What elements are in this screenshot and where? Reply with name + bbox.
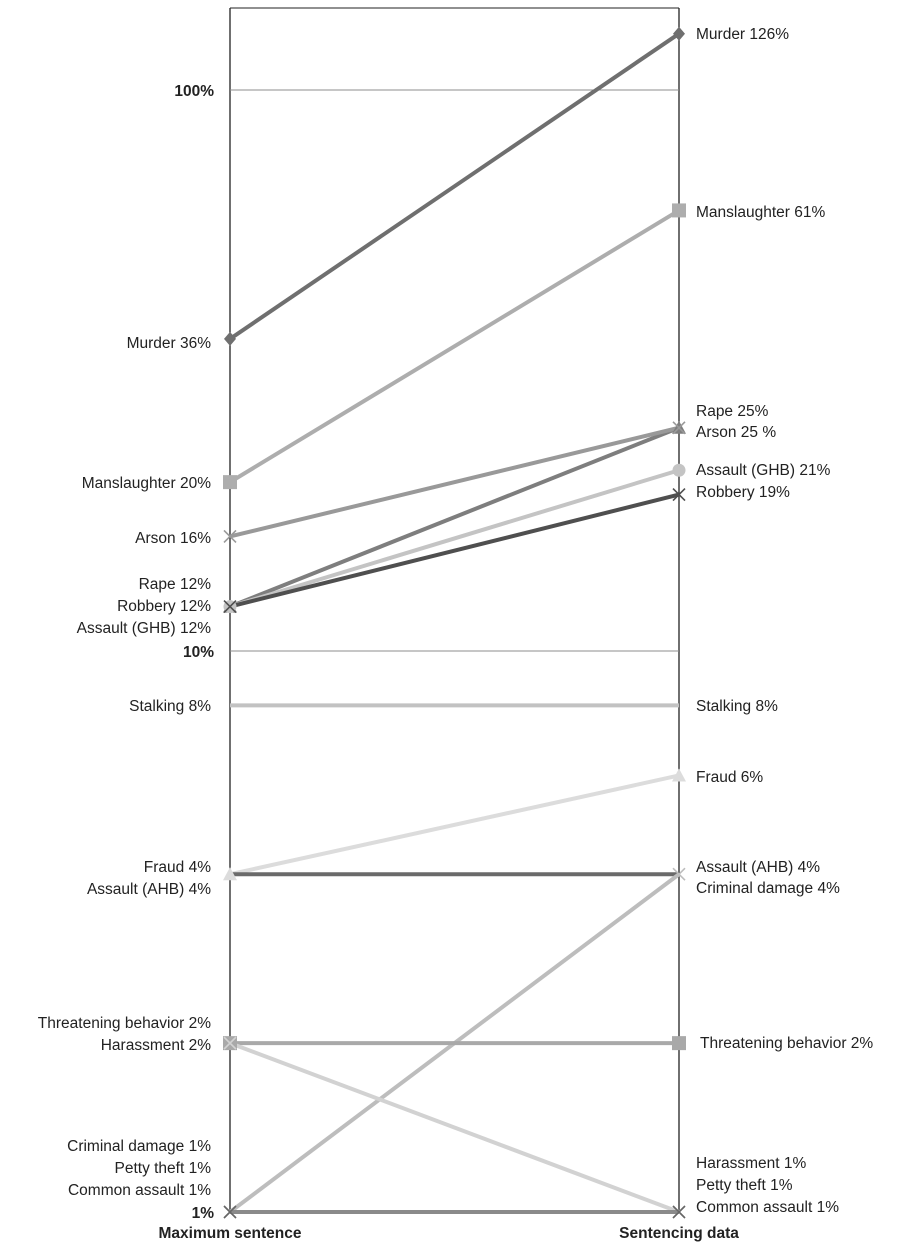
series-line-robbery (229, 492, 680, 609)
left-label-assault-ghb: Assault (GHB) 12% (77, 620, 212, 637)
right-label-manslaughter: Manslaughter 61% (696, 204, 825, 221)
right-label-criminal-damage: Criminal damage 4% (696, 880, 840, 897)
right-label-arson: Arson 25 % (696, 424, 776, 441)
left-label-fraud: Fraud 4% (144, 859, 211, 876)
marker-petty-theft-sentencing-data (672, 1205, 686, 1219)
right-label-assault-ahb: Assault (AHB) 4% (696, 859, 820, 876)
right-label-stalking: Stalking 8% (696, 698, 778, 715)
marker-fraud-sentencing-data (672, 768, 686, 782)
series-line-manslaughter (228, 208, 681, 484)
marker-assault-ghb-sentencing-data (672, 463, 686, 477)
tick-label-100: 100% (174, 83, 214, 100)
series-line-assault-ghb (229, 468, 680, 609)
marker-murder-maximum-sentence (224, 331, 236, 346)
marker-manslaughter-sentencing-data (672, 203, 686, 218)
marker-criminal-damage-sentencing-data (672, 867, 686, 881)
left-label-arson: Arson 16% (135, 530, 211, 547)
right-label-common-assault: Common assault 1% (696, 1199, 839, 1216)
series-lines (228, 32, 681, 1214)
left-label-rape: Rape 12% (139, 576, 212, 593)
marker-manslaughter-maximum-sentence (223, 475, 237, 490)
tick-label-1: 1% (192, 1205, 215, 1222)
right-label-fraud: Fraud 6% (696, 769, 763, 786)
left-label-murder: Murder 36% (127, 335, 212, 352)
category-label-sentencing-data: Sentencing data (619, 1225, 739, 1242)
marker-harassment-maximum-sentence (223, 1036, 237, 1050)
left-label-harassment: Harassment 2% (101, 1037, 211, 1054)
left-label-robbery: Robbery 12% (117, 598, 211, 615)
right-label-assault-ghb: Assault (GHB) 21% (696, 462, 831, 479)
right-label-harassment: Harassment 1% (696, 1155, 806, 1172)
series-line-arson (229, 425, 680, 539)
right-label-petty-theft: Petty theft 1% (696, 1177, 793, 1194)
marker-fraud-maximum-sentence (223, 867, 237, 881)
left-label-manslaughter: Manslaughter 20% (82, 475, 211, 492)
marker-robbery-sentencing-data (672, 488, 686, 502)
right-label-threatening-behavior: Threatening behavior 2% (700, 1035, 873, 1052)
left-label-assault-ahb: Assault (AHB) 4% (87, 881, 211, 898)
series-markers (223, 26, 686, 1219)
left-label-criminal-damage: Criminal damage 1% (67, 1138, 211, 1155)
series-line-harassment (229, 1041, 680, 1214)
series-line-murder (228, 32, 681, 341)
right-label-robbery: Robbery 19% (696, 484, 790, 501)
left-label-threatening-behavior: Threatening behavior 2% (38, 1015, 211, 1032)
marker-threatening-behavior-sentencing-data (672, 1036, 686, 1051)
tick-label-10: 10% (183, 644, 214, 661)
marker-robbery-maximum-sentence (223, 600, 237, 614)
left-label-stalking: Stalking 8% (129, 698, 211, 715)
series-line-fraud (229, 773, 680, 877)
marker-arson-sentencing-data (672, 421, 686, 435)
marker-murder-sentencing-data (673, 26, 685, 41)
marker-petty-theft-maximum-sentence (223, 1205, 237, 1219)
category-label-maximum-sentence: Maximum sentence (159, 1225, 302, 1242)
left-label-common-assault: Common assault 1% (68, 1182, 211, 1199)
right-label-rape: Rape 25% (696, 403, 769, 420)
right-label-murder: Murder 126% (696, 26, 789, 43)
marker-arson-maximum-sentence (223, 529, 237, 544)
series-line-rape (229, 425, 680, 609)
left-label-petty-theft: Petty theft 1% (115, 1160, 212, 1177)
